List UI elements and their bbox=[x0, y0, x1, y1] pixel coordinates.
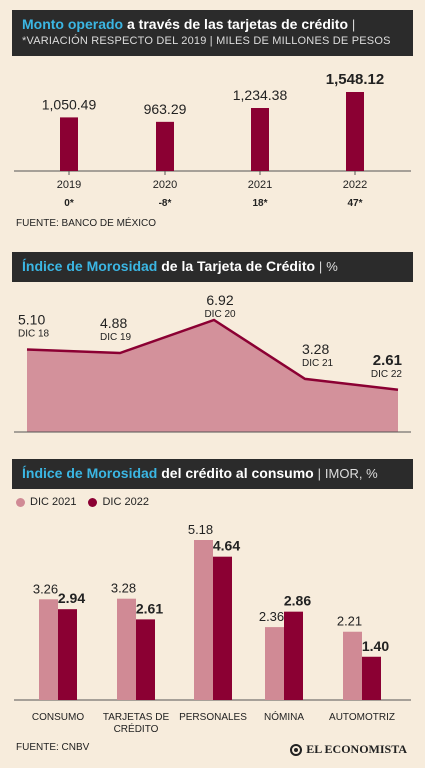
chart3-bar-DIC-2021-4 bbox=[343, 631, 362, 700]
legend-label-2022: DIC 2022 bbox=[102, 496, 149, 508]
chart1-variation-label: 0* bbox=[64, 198, 74, 209]
legend-label-2021: DIC 2021 bbox=[30, 496, 77, 508]
chart1-category-label: 2022 bbox=[343, 179, 367, 191]
section2-title: Índice de Morosidad de la Tarjeta de Cré… bbox=[22, 258, 338, 274]
chart3-value-label: 3.26 bbox=[33, 581, 58, 596]
chart3-bar-DIC-2022-2 bbox=[213, 556, 232, 700]
brand-logo: EL ECONOMISTA bbox=[290, 742, 407, 757]
chart3-bar-DIC-2022-1 bbox=[136, 619, 155, 700]
chart3-value-label: 3.28 bbox=[111, 581, 136, 596]
section3-title-rest: del crédito al consumo bbox=[161, 465, 314, 481]
chart3-bar-DIC-2022-0 bbox=[58, 609, 77, 700]
chart3-value-label: 2.36 bbox=[259, 609, 284, 624]
section2-title-rest: de la Tarjeta de Crédito bbox=[161, 258, 316, 274]
chart2-category-label: DIC 19 bbox=[100, 332, 132, 343]
chart3-value-label: 2.21 bbox=[337, 614, 362, 629]
legend-swatch-2022 bbox=[88, 497, 98, 507]
chart3-value-label: 2.86 bbox=[284, 593, 311, 609]
section3-title: Índice de Morosidad del crédito al consu… bbox=[22, 465, 378, 481]
section3-title-unit: IMOR, % bbox=[324, 466, 378, 481]
chart2-value-label: 6.92 bbox=[206, 292, 233, 308]
legend-item-2022: DIC 2022 bbox=[88, 496, 149, 508]
section1-subtitle: *VARIACIÓN RESPECTO DEL 2019 | MILES DE … bbox=[22, 35, 391, 47]
chart2-value-label: 3.28 bbox=[302, 341, 329, 357]
section2-title-unit: % bbox=[326, 259, 338, 274]
chart3-category-label: NÓMINA bbox=[264, 710, 304, 723]
chart1-variation-label: -8* bbox=[159, 198, 172, 209]
chart1-value-label: 1,050.49 bbox=[42, 96, 97, 112]
chart1-bar-2019 bbox=[60, 117, 78, 171]
chart3-bar-DIC-2021-0 bbox=[39, 599, 58, 700]
section2-header: Índice de Morosidad de la Tarjeta de Cré… bbox=[12, 252, 413, 282]
legend-item-2021: DIC 2021 bbox=[16, 496, 76, 508]
chart3-category-label: PERSONALES bbox=[179, 712, 247, 723]
chart1-category-label: 2020 bbox=[153, 179, 177, 191]
legend-swatch-2021 bbox=[16, 497, 25, 507]
chart1-value-label: 1,548.12 bbox=[326, 71, 384, 88]
chart1-value-label: 1,234.38 bbox=[233, 87, 288, 103]
chart3-category-label: CONSUMO bbox=[32, 712, 84, 723]
section1-source: FUENTE: BANCO DE MÉXICO bbox=[16, 218, 157, 229]
chart2-value-label: 4.88 bbox=[100, 315, 127, 331]
chart2-category-label: DIC 21 bbox=[302, 358, 334, 369]
chart1-bar-2020 bbox=[156, 121, 174, 171]
chart1-category-label: 2021 bbox=[248, 179, 272, 191]
chart3-value-label: 1.40 bbox=[362, 638, 389, 654]
chart3-value-label: 2.61 bbox=[136, 600, 163, 616]
chart3-bar-DIC-2022-4 bbox=[362, 656, 381, 700]
chart3-value-label: 4.64 bbox=[213, 538, 240, 554]
chart1-value-label: 963.29 bbox=[144, 101, 187, 117]
chart1-variation-label: 47* bbox=[347, 198, 362, 209]
chart3-value-label: 2.94 bbox=[58, 590, 85, 606]
chart2-category-label: DIC 18 bbox=[18, 328, 50, 339]
chart2-value-label: 2.61 bbox=[373, 352, 402, 369]
chart3-category-label: CRÉDITO bbox=[114, 722, 159, 735]
chart2-area bbox=[27, 320, 398, 432]
logo-mark-icon bbox=[290, 743, 303, 756]
chart2-value-label: 5.10 bbox=[18, 311, 45, 327]
section1-title: Monto operado a través de las tarjetas d… bbox=[22, 16, 356, 32]
chart2-line bbox=[26, 318, 399, 391]
section3-source: FUENTE: CNBV bbox=[16, 742, 90, 753]
chart1-bar-2022 bbox=[346, 92, 364, 171]
section3-header: Índice de Morosidad del crédito al consu… bbox=[12, 459, 413, 489]
section2-title-highlight: Índice de Morosidad bbox=[22, 258, 158, 274]
chart3-category-label: TARJETAS DE bbox=[103, 712, 170, 723]
chart3-bar-DIC-2022-3 bbox=[284, 611, 303, 700]
chart1-category-label: 2019 bbox=[57, 179, 81, 191]
chart3-legend: DIC 2021 DIC 2022 bbox=[16, 496, 149, 508]
chart1-bar-2021 bbox=[251, 108, 269, 171]
chart3-bar-DIC-2021-1 bbox=[117, 598, 136, 700]
chart2-category-label: DIC 22 bbox=[371, 369, 403, 380]
chart3-value-label: 5.18 bbox=[188, 522, 213, 537]
chart3-bar-DIC-2021-2 bbox=[194, 540, 213, 700]
section3-title-highlight: Índice de Morosidad bbox=[22, 465, 158, 481]
chart1-variation-label: 18* bbox=[252, 198, 267, 209]
chart3-bar-DIC-2021-3 bbox=[265, 627, 284, 700]
section1-header: Monto operado a través de las tarjetas d… bbox=[12, 10, 413, 56]
section1-title-highlight: Monto operado bbox=[22, 16, 124, 32]
chart3-category-label: AUTOMOTRIZ bbox=[329, 712, 395, 723]
section1-title-rest: a través de las tarjetas de crédito bbox=[127, 16, 348, 32]
chart2-category-label: DIC 20 bbox=[204, 309, 236, 320]
brand-name: EL ECONOMISTA bbox=[306, 742, 407, 756]
